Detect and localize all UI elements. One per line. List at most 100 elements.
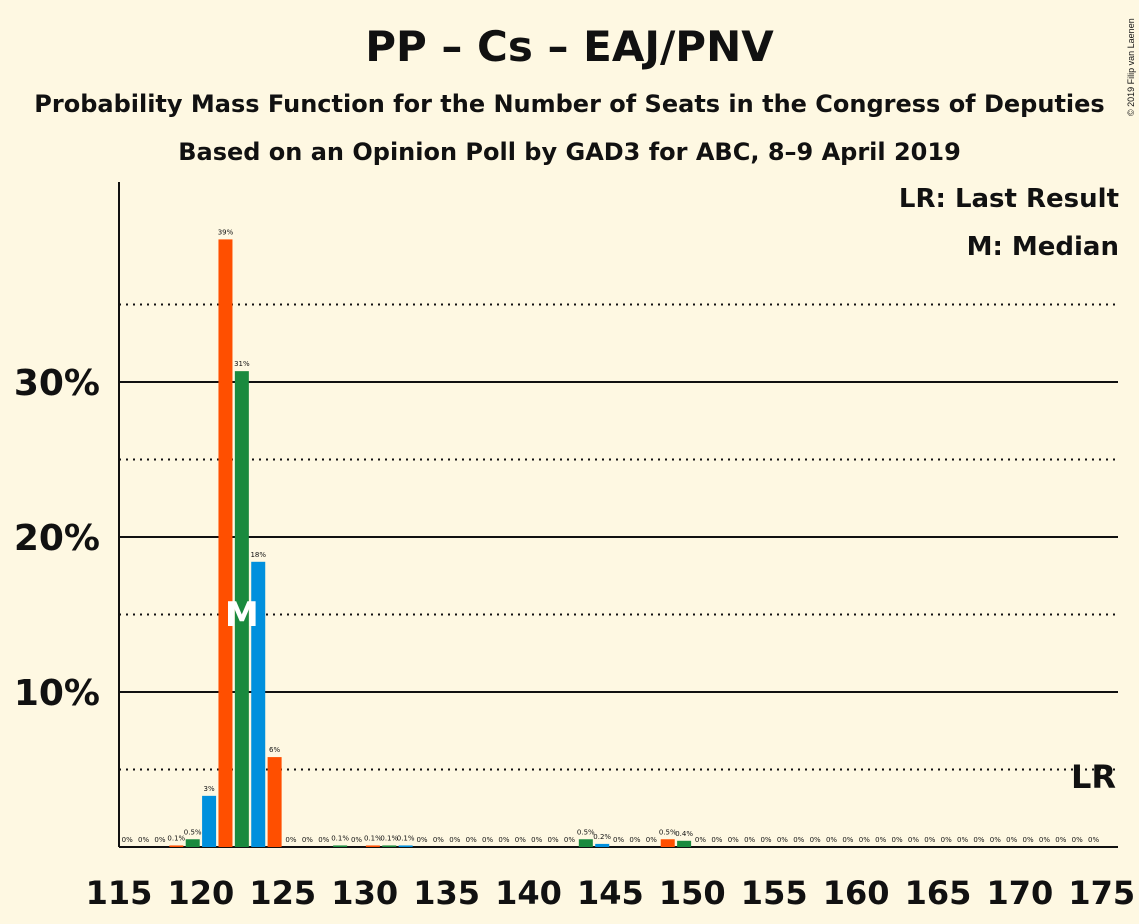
bar-value-label: 0.5% — [659, 828, 677, 836]
bar-value-label: 0% — [908, 836, 919, 844]
bar-value-label: 6% — [269, 746, 280, 754]
bar-seat-119 — [169, 845, 184, 847]
last-result-marker: LR — [1071, 758, 1116, 796]
bar-value-label: 0% — [924, 836, 935, 844]
y-tick-label: 30% — [14, 363, 100, 404]
bar-value-label: 0.1% — [167, 834, 185, 842]
bar-seat-150 — [677, 840, 692, 847]
bar-seat-145 — [595, 843, 610, 847]
bar-value-label: 3% — [204, 785, 215, 793]
bar-seat-149 — [660, 839, 675, 847]
bar-seat-120 — [185, 839, 200, 847]
bar-value-label: 0% — [122, 836, 133, 844]
bar-value-label: 39% — [218, 228, 234, 236]
bar-seat-123 — [234, 371, 249, 847]
bar-value-label: 0% — [351, 836, 362, 844]
x-tick-label: 145 — [577, 874, 644, 912]
bar-value-label: 0% — [760, 836, 771, 844]
bar-value-label: 0% — [449, 836, 460, 844]
chart-title: PP – Cs – EAJ/PNV — [365, 22, 774, 71]
bar-seat-121 — [202, 795, 217, 847]
bar-value-label: 0% — [793, 836, 804, 844]
bar-value-label: 0% — [482, 836, 493, 844]
bar-seat-132 — [382, 845, 397, 847]
bar-seat-122 — [218, 239, 233, 847]
bar-seat-144 — [578, 839, 593, 847]
bar-value-label: 0% — [318, 836, 329, 844]
bar-value-label: 0% — [695, 836, 706, 844]
x-tick-label: 125 — [249, 874, 316, 912]
bar-value-label: 0% — [957, 836, 968, 844]
bar-value-label: 0.1% — [331, 834, 349, 842]
bar-value-label: 0% — [515, 836, 526, 844]
bar-value-label: 0% — [466, 836, 477, 844]
median-marker: M — [225, 595, 259, 635]
chart-subtitle: Probability Mass Function for the Number… — [34, 90, 1105, 118]
bar-value-label: 0% — [1023, 836, 1034, 844]
bar-value-label: 0% — [138, 836, 149, 844]
bar-seat-131 — [365, 845, 380, 847]
bar-value-label: 0% — [548, 836, 559, 844]
bar-value-label: 0% — [1039, 836, 1050, 844]
bar-value-label: 0.4% — [675, 830, 693, 838]
bar-value-label: 0% — [1072, 836, 1083, 844]
bar-value-label: 0% — [875, 836, 886, 844]
bar-value-label: 0% — [941, 836, 952, 844]
bar-value-label: 0% — [859, 836, 870, 844]
x-tick-label: 135 — [413, 874, 480, 912]
bar-value-label: 0% — [810, 836, 821, 844]
x-tick-label: 165 — [905, 874, 972, 912]
bar-value-label: 0% — [154, 836, 165, 844]
bar-value-label: 0% — [728, 836, 739, 844]
bar-seat-129 — [333, 845, 348, 847]
legend-median: M: Median — [966, 232, 1119, 262]
bar-value-label: 0% — [531, 836, 542, 844]
bar-value-label: 0% — [1006, 836, 1017, 844]
bar-value-label: 0% — [711, 836, 722, 844]
bar-value-label: 0% — [990, 836, 1001, 844]
x-tick-label: 170 — [987, 874, 1054, 912]
bar-value-label: 0% — [973, 836, 984, 844]
x-tick-label: 150 — [659, 874, 726, 912]
copyright-text: © 2019 Filip van Laenen — [1126, 18, 1136, 116]
bar-value-label: 0% — [433, 836, 444, 844]
bar-value-label: 0.5% — [184, 828, 202, 836]
bar-value-label: 0% — [744, 836, 755, 844]
bar-value-label: 0% — [777, 836, 788, 844]
bar-value-label: 0.1% — [397, 834, 415, 842]
bar-value-label: 0% — [285, 836, 296, 844]
bar-value-label: 0% — [842, 836, 853, 844]
bar-value-label: 0% — [498, 836, 509, 844]
y-tick-label: 20% — [14, 518, 100, 559]
legend-last-result: LR: Last Result — [898, 184, 1119, 214]
bar-value-label: 0.2% — [593, 833, 611, 841]
x-tick-label: 115 — [86, 874, 153, 912]
bar-seat-124 — [251, 561, 266, 847]
y-tick-label: 10% — [14, 673, 100, 714]
x-tick-label: 140 — [495, 874, 562, 912]
bar-value-label: 0.5% — [577, 828, 595, 836]
bar-value-label: 18% — [250, 551, 266, 559]
bar-value-label: 0% — [646, 836, 657, 844]
bar-value-label: 0.1% — [380, 834, 398, 842]
bar-value-label: 31% — [234, 360, 250, 368]
bar-value-label: 0.1% — [364, 834, 382, 842]
bar-value-label: 0% — [826, 836, 837, 844]
bar-seat-133 — [398, 845, 413, 847]
chart-source-line: Based on an Opinion Poll by GAD3 for ABC… — [178, 138, 961, 166]
x-tick-label: 130 — [331, 874, 398, 912]
bar-value-label: 0% — [613, 836, 624, 844]
x-tick-label: 120 — [168, 874, 235, 912]
bar-value-label: 0% — [891, 836, 902, 844]
copyright-notice: © 2019 Filip van Laenen — [1126, 18, 1136, 116]
bar-value-label: 0% — [1055, 836, 1066, 844]
bar-value-label: 0% — [629, 836, 640, 844]
bar-value-label: 0% — [302, 836, 313, 844]
x-tick-label: 160 — [823, 874, 890, 912]
x-tick-label: 155 — [741, 874, 808, 912]
bar-value-label: 0% — [564, 836, 575, 844]
x-tick-label: 175 — [1068, 874, 1135, 912]
bar-value-label: 0% — [416, 836, 427, 844]
bar-seat-125 — [267, 757, 282, 847]
